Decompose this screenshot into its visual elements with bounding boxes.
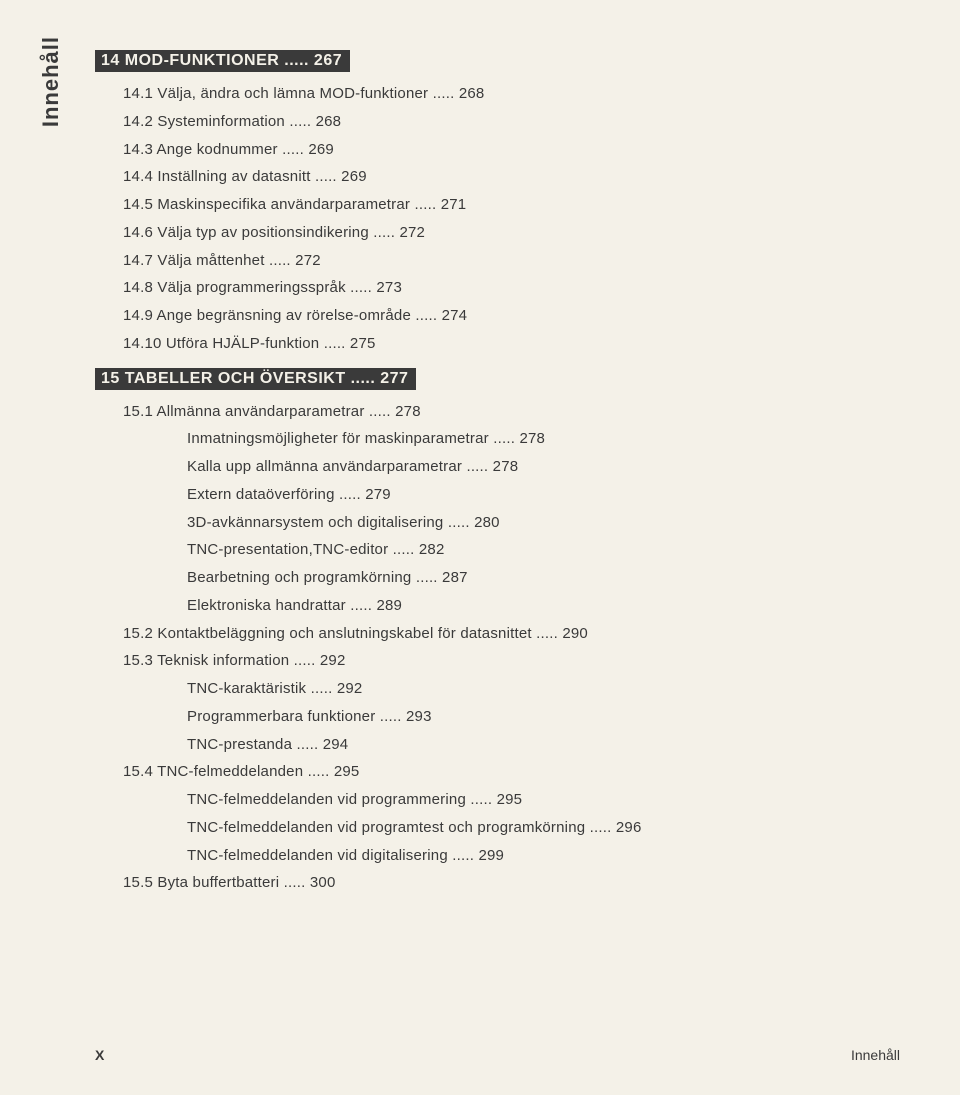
entry-page: 269	[341, 168, 367, 185]
entry-title: 14.5 Maskinspecifika användarparametrar	[123, 196, 410, 213]
toc-entry: Bearbetning och programkörning 287	[187, 564, 900, 592]
entry-page: 271	[441, 196, 467, 213]
toc-entry: TNC-felmeddelanden vid programmering 295	[187, 786, 900, 814]
entry-title: TNC-felmeddelanden vid programtest och p…	[187, 819, 585, 836]
section-page: 267	[314, 52, 342, 69]
entry-page: 293	[406, 708, 432, 725]
section-header: 15 TABELLER OCH ÖVERSIKT 277	[95, 368, 416, 390]
entry-title: Extern dataöverföring	[187, 486, 335, 503]
toc-entry: Kalla upp allmänna användarparametrar 278	[187, 453, 900, 481]
toc-entry: TNC-presentation,TNC-editor 282	[187, 536, 900, 564]
toc-entry: 14.3 Ange kodnummer 269	[123, 136, 900, 164]
toc-entry: TNC-felmeddelanden vid programtest och p…	[187, 814, 900, 842]
entry-page: 273	[376, 279, 402, 296]
page-footer: X Innehåll	[95, 1047, 900, 1063]
entry-title: 14.6 Välja typ av positionsindikering	[123, 224, 369, 241]
toc-entry: 15.5 Byta buffertbatteri 300	[123, 869, 900, 897]
toc-entry: Inmatningsmöjligheter för maskinparametr…	[187, 425, 900, 453]
entry-page: 299	[478, 847, 504, 864]
entry-page: 272	[295, 252, 321, 269]
entry-title: 14.4 Inställning av datasnitt	[123, 168, 311, 185]
section-title: TABELLER OCH ÖVERSIKT	[125, 370, 346, 387]
toc-entry: 14.7 Välja måttenhet 272	[123, 247, 900, 275]
side-label: Innehåll	[38, 36, 64, 127]
entry-title: 14.7 Välja måttenhet	[123, 252, 265, 269]
toc-entry: 14.8 Välja programmeringsspråk 273	[123, 274, 900, 302]
section-number: 14	[101, 52, 120, 69]
toc-entry: Extern dataöverföring 279	[187, 481, 900, 509]
entry-page: 290	[562, 625, 588, 642]
entry-title: Inmatningsmöjligheter för maskinparametr…	[187, 430, 489, 447]
entry-title: TNC-presentation,TNC-editor	[187, 541, 388, 558]
entry-title: TNC-felmeddelanden vid programmering	[187, 791, 466, 808]
section-header: 14 MOD-FUNKTIONER 267	[95, 50, 350, 72]
toc-entry: 15.4 TNC-felmeddelanden 295	[123, 758, 900, 786]
entry-page: 268	[316, 113, 342, 130]
entry-title: TNC-felmeddelanden vid digitalisering	[187, 847, 448, 864]
toc-entry: 15.2 Kontaktbeläggning och anslutningska…	[123, 620, 900, 648]
toc-entry: 14.2 Systeminformation 268	[123, 108, 900, 136]
entry-page: 294	[323, 736, 349, 753]
toc-entry: 14.4 Inställning av datasnitt 269	[123, 163, 900, 191]
entry-title: 14.8 Välja programmeringsspråk	[123, 279, 346, 296]
entry-title: Kalla upp allmänna användarparametrar	[187, 458, 462, 475]
entry-page: 292	[337, 680, 363, 697]
entry-page: 300	[310, 874, 336, 891]
page-number: X	[95, 1047, 104, 1063]
entry-page: 296	[616, 819, 642, 836]
table-of-contents: 14 MOD-FUNKTIONER 267 14.1 Välja, ändra oc…	[95, 40, 900, 897]
toc-entry: 15.3 Teknisk information 292	[123, 647, 900, 675]
entry-title: 15.2 Kontaktbeläggning och anslutningska…	[123, 625, 532, 642]
entry-page: 282	[419, 541, 445, 558]
entry-page: 278	[519, 430, 545, 447]
entry-title: Programmerbara funktioner	[187, 708, 375, 725]
toc-entry: 14.10 Utföra HJÄLP-funktion 275	[123, 330, 900, 358]
entry-title: Bearbetning och programkörning	[187, 569, 411, 586]
entry-page: 274	[442, 307, 468, 324]
toc-entry: 14.1 Välja, ändra och lämna MOD-funktion…	[123, 80, 900, 108]
section-number: 15	[101, 370, 120, 387]
footer-label: Innehåll	[851, 1047, 900, 1063]
entry-title: 15.3 Teknisk information	[123, 652, 289, 669]
toc-entry: 14.9 Ange begränsning av rörelse-område 2…	[123, 302, 900, 330]
entry-page: 289	[376, 597, 402, 614]
toc-entry: TNC-karaktäristik 292	[187, 675, 900, 703]
entry-title: Elektroniska handrattar	[187, 597, 346, 614]
toc-entry: TNC-prestanda 294	[187, 731, 900, 759]
entry-page: 295	[497, 791, 523, 808]
entry-title: 3D-avkännarsystem och digitalisering	[187, 514, 443, 531]
entry-page: 269	[308, 141, 334, 158]
entry-page: 287	[442, 569, 468, 586]
toc-entry: Programmerbara funktioner 293	[187, 703, 900, 731]
toc-entry: 3D-avkännarsystem och digitalisering 280	[187, 509, 900, 537]
entry-title: 14.10 Utföra HJÄLP-funktion	[123, 335, 319, 352]
entry-page: 278	[395, 403, 421, 420]
toc-entry: Elektroniska handrattar 289	[187, 592, 900, 620]
entry-page: 272	[399, 224, 425, 241]
toc-entry: 14.5 Maskinspecifika användarparametrar 2…	[123, 191, 900, 219]
entry-page: 279	[365, 486, 391, 503]
entry-title: 15.1 Allmänna användarparametrar	[123, 403, 365, 420]
entry-page: 292	[320, 652, 346, 669]
entry-title: TNC-prestanda	[187, 736, 292, 753]
toc-entry: 15.1 Allmänna användarparametrar 278	[123, 398, 900, 426]
entry-title: 15.4 TNC-felmeddelanden	[123, 763, 303, 780]
toc-entry: TNC-felmeddelanden vid digitalisering 299	[187, 842, 900, 870]
entry-title: 14.3 Ange kodnummer	[123, 141, 278, 158]
toc-entry: 14.6 Välja typ av positionsindikering 272	[123, 219, 900, 247]
entry-page: 268	[459, 85, 485, 102]
section-title: MOD-FUNKTIONER	[125, 52, 280, 69]
entry-page: 295	[334, 763, 360, 780]
entry-title: TNC-karaktäristik	[187, 680, 306, 697]
entry-page: 280	[474, 514, 500, 531]
entry-page: 278	[493, 458, 519, 475]
entry-title: 15.5 Byta buffertbatteri	[123, 874, 279, 891]
entry-title: 14.2 Systeminformation	[123, 113, 285, 130]
entry-title: 14.1 Välja, ändra och lämna MOD-funktion…	[123, 85, 428, 102]
entry-title: 14.9 Ange begränsning av rörelse-område	[123, 307, 411, 324]
entry-page: 275	[350, 335, 376, 352]
section-page: 277	[380, 370, 408, 387]
